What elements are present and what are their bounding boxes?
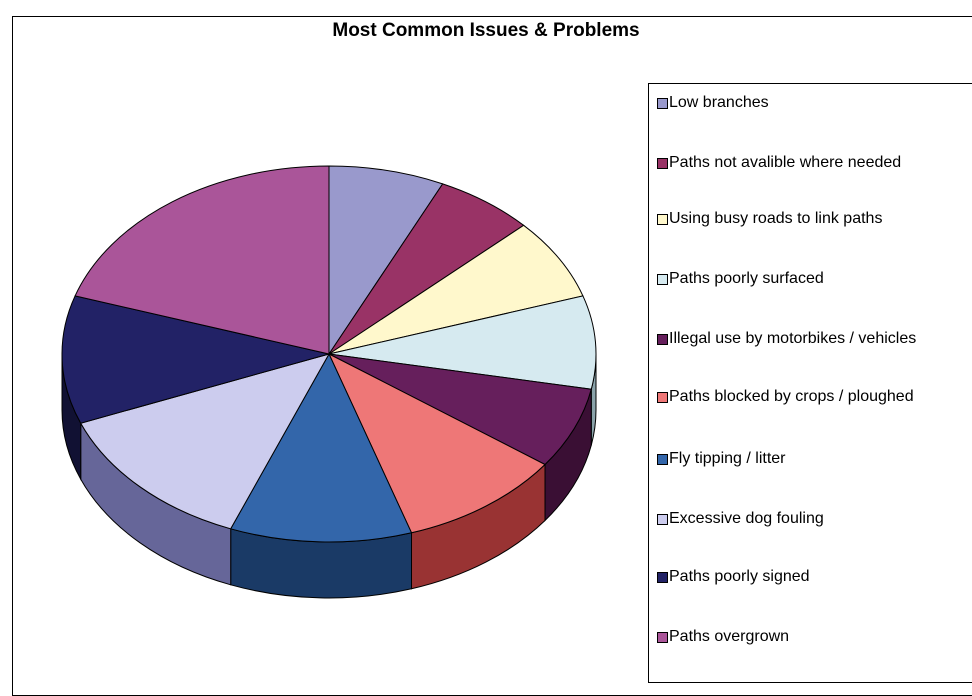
pie-slice-5 xyxy=(327,352,546,534)
legend-item: Excessive dog fouling xyxy=(657,508,972,530)
legend: Low branches Paths not avalible where nee… xyxy=(648,83,972,683)
pie-slice-9 xyxy=(74,165,330,355)
pie-chart xyxy=(61,165,597,599)
legend-item: Low branches xyxy=(657,92,972,114)
legend-label: Paths poorly surfaced xyxy=(669,270,824,287)
legend-label: Illegal use by motorbikes / vehicles xyxy=(669,330,917,347)
pie-slice-3 xyxy=(328,295,597,390)
legend-item: Paths overgrown xyxy=(657,626,972,648)
legend-label: Fly tipping / litter xyxy=(669,450,786,467)
pie-slice-4 xyxy=(328,353,592,466)
legend-item: Paths poorly signed xyxy=(657,566,972,588)
chart-title: Most Common Issues & Problems xyxy=(332,20,640,41)
legend-item: Fly tipping / litter xyxy=(657,448,972,470)
legend-label: Paths overgrown xyxy=(669,628,790,645)
legend-item: Illegal use by motorbikes / vehicles xyxy=(657,328,972,350)
pie-slice-0 xyxy=(328,165,444,356)
legend-swatch xyxy=(657,392,668,403)
legend-item: Paths blocked by crops / ploughed xyxy=(657,386,972,408)
legend-swatch xyxy=(657,572,668,583)
legend-swatch xyxy=(657,334,668,345)
legend-swatch xyxy=(657,214,668,225)
legend-swatch xyxy=(657,274,668,285)
legend-label: Excessive dog fouling xyxy=(669,510,824,527)
legend-swatch xyxy=(657,454,668,465)
legend-label: Low branches xyxy=(669,94,769,111)
pie-slice-8 xyxy=(61,295,330,424)
legend-item: Paths not avalible where needed xyxy=(657,152,972,174)
legend-swatch xyxy=(657,514,668,525)
legend-swatch xyxy=(657,632,668,643)
legend-swatch xyxy=(657,98,668,109)
legend-label: Paths poorly signed xyxy=(669,568,810,585)
pie-slice-7 xyxy=(80,353,331,530)
legend-label: Using busy roads to link paths xyxy=(669,210,883,227)
legend-label: Paths blocked by crops / ploughed xyxy=(669,388,914,405)
legend-swatch xyxy=(657,158,668,169)
legend-label: Paths not avalible where needed xyxy=(669,154,902,171)
legend-item: Using busy roads to link paths xyxy=(657,208,972,230)
pie-slice-2 xyxy=(328,224,584,355)
legend-item: Paths poorly surfaced xyxy=(657,268,972,290)
pie-slice-6 xyxy=(229,352,413,543)
